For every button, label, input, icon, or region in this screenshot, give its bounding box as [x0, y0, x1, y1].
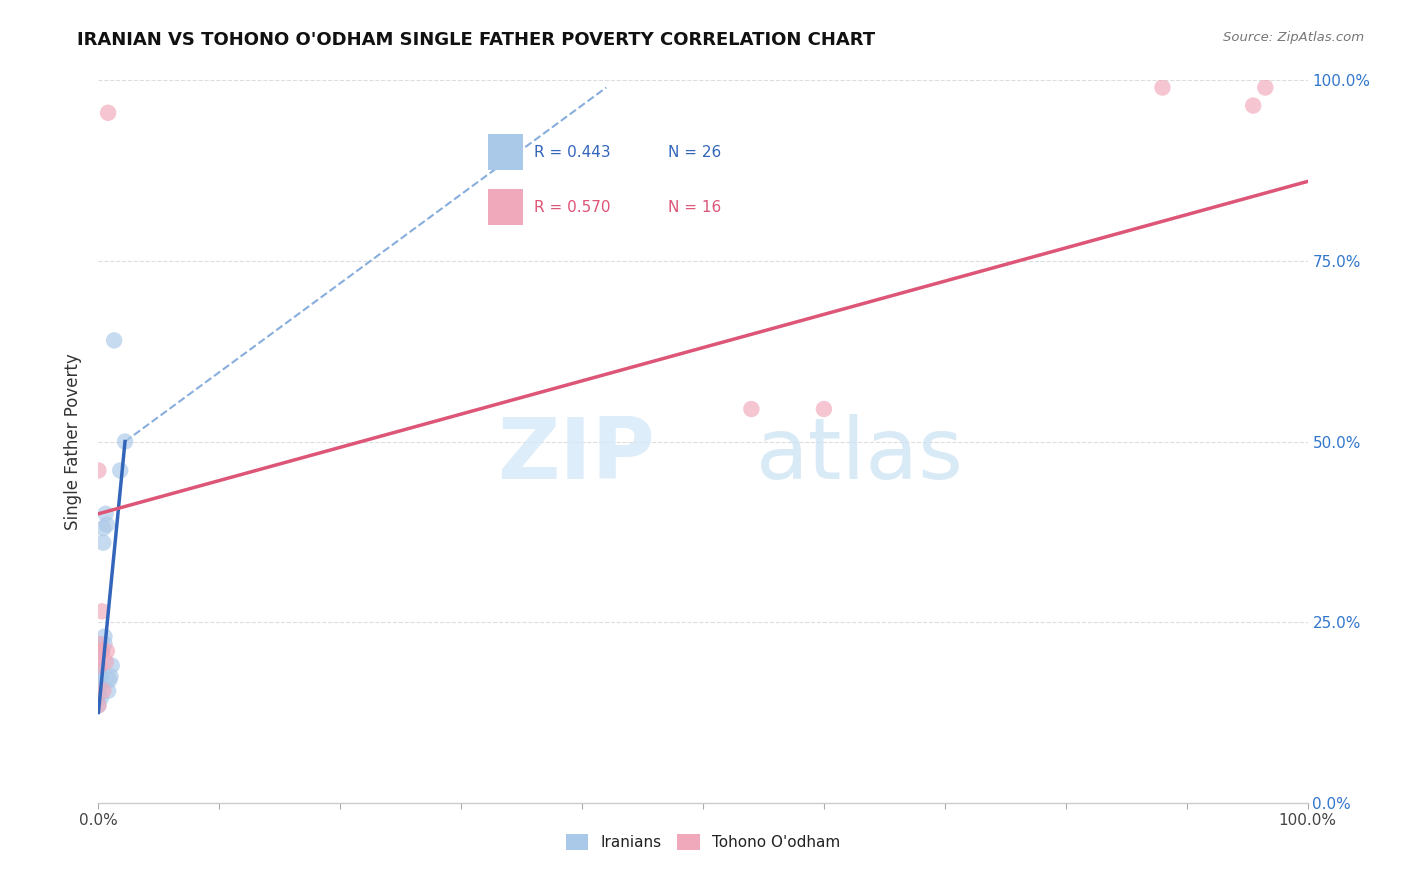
Point [1152, 80, 1174, 95]
Point [100, 658, 122, 673]
Point [93, 637, 115, 651]
Point [96, 517, 118, 532]
Point [96, 644, 118, 658]
Point [94, 507, 117, 521]
Point [108, 463, 131, 477]
Point [91, 683, 114, 698]
Point [100, 669, 122, 683]
Text: ZIP: ZIP [496, 415, 655, 498]
Point [87, 637, 110, 651]
Point [90, 644, 112, 658]
Text: atlas: atlas [756, 415, 965, 498]
Point [98, 673, 121, 687]
Point [87, 669, 110, 683]
Point [91, 604, 114, 618]
Point [87, 673, 110, 687]
Point [94, 655, 117, 669]
Point [91, 521, 114, 535]
Y-axis label: Single Father Poverty: Single Father Poverty [65, 353, 83, 530]
Point [89, 658, 111, 673]
Point [97, 683, 120, 698]
Text: IRANIAN VS TOHONO O'ODHAM SINGLE FATHER POVERTY CORRELATION CHART: IRANIAN VS TOHONO O'ODHAM SINGLE FATHER … [77, 31, 876, 49]
Point [103, 334, 125, 348]
Point [813, 402, 835, 417]
Point [87, 463, 110, 477]
Point [93, 630, 115, 644]
Legend: Iranians, Tohono O'odham: Iranians, Tohono O'odham [560, 829, 846, 856]
Point [114, 434, 136, 449]
Point [87, 676, 110, 690]
Point [97, 105, 120, 120]
Point [87, 691, 110, 706]
Point [91, 644, 114, 658]
Point [87, 680, 110, 694]
Point [87, 683, 110, 698]
Point [87, 665, 110, 680]
Point [87, 658, 110, 673]
Point [91, 535, 114, 549]
Point [1241, 98, 1264, 112]
Point [90, 669, 112, 683]
Text: Source: ZipAtlas.com: Source: ZipAtlas.com [1223, 31, 1364, 45]
Point [87, 687, 110, 701]
Point [87, 698, 110, 713]
Point [90, 691, 112, 706]
Point [740, 402, 762, 417]
Point [91, 644, 114, 658]
Point [1254, 80, 1277, 95]
Point [87, 698, 110, 713]
